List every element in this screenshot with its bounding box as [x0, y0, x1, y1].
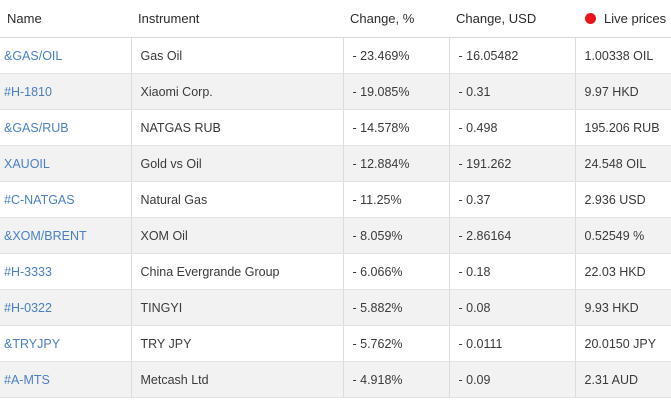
symbol-link[interactable]: #C-NATGAS — [4, 192, 75, 207]
change-usd-cell: - 0.37 — [448, 181, 575, 218]
price-cell: 0.52549 % — [574, 217, 671, 254]
table-row: #H-3333 China Evergrande Group - 6.066% … — [0, 253, 671, 290]
symbol-cell: &GAS/RUB — [0, 109, 131, 146]
change-usd-cell: - 0.498 — [448, 109, 575, 146]
symbol-link[interactable]: #A-MTS — [4, 372, 50, 387]
change-pct-cell: - 6.066% — [342, 253, 449, 290]
symbol-cell: #H-3333 — [0, 253, 131, 290]
change-usd-cell: - 191.262 — [448, 145, 575, 182]
change-usd-cell: - 0.18 — [448, 253, 575, 290]
price-cell: 22.03 HKD — [574, 253, 671, 290]
symbol-cell: XAUOIL — [0, 145, 131, 182]
change-pct-cell: - 12.884% — [342, 145, 449, 182]
table-row: &GAS/RUB NATGAS RUB - 14.578% - 0.498 19… — [0, 109, 671, 146]
instrument-cell: Natural Gas — [130, 181, 343, 218]
header-change-pct[interactable]: Change, % — [343, 0, 449, 38]
instrument-cell: Gold vs Oil — [130, 145, 343, 182]
symbol-cell: #A-MTS — [0, 361, 131, 398]
header-instrument[interactable]: Instrument — [131, 0, 343, 38]
table-row: #H-1810 Xiaomi Corp. - 19.085% - 0.31 9.… — [0, 73, 671, 110]
change-pct-cell: - 4.918% — [342, 361, 449, 398]
instrument-cell: Metcash Ltd — [130, 361, 343, 398]
change-usd-cell: - 2.86164 — [448, 217, 575, 254]
header-name[interactable]: Name — [0, 0, 131, 38]
symbol-link[interactable]: &TRYJPY — [4, 336, 61, 351]
change-pct-cell: - 23.469% — [342, 37, 449, 74]
symbol-link[interactable]: &GAS/OIL — [4, 48, 63, 63]
instrument-cell: NATGAS RUB — [130, 109, 343, 146]
instrument-cell: TINGYI — [130, 289, 343, 326]
change-usd-cell: - 0.31 — [448, 73, 575, 110]
change-pct-cell: - 5.882% — [342, 289, 449, 326]
symbol-link[interactable]: #H-0322 — [4, 300, 52, 315]
table-row: #H-0322 TINGYI - 5.882% - 0.08 9.93 HKD — [0, 289, 671, 326]
change-pct-cell: - 8.059% — [342, 217, 449, 254]
instrument-cell: China Evergrande Group — [130, 253, 343, 290]
symbol-link[interactable]: &GAS/RUB — [4, 120, 69, 135]
change-usd-cell: - 0.0111 — [448, 325, 575, 362]
symbol-cell: &GAS/OIL — [0, 37, 131, 74]
live-prices-label: Live prices — [604, 11, 667, 26]
price-cell: 195.206 RUB — [574, 109, 671, 146]
symbol-link[interactable]: #H-1810 — [4, 84, 52, 99]
table-row: &GAS/OIL Gas Oil - 23.469% - 16.05482 1.… — [0, 37, 671, 74]
change-usd-cell: - 0.08 — [448, 289, 575, 326]
symbol-link[interactable]: XAUOIL — [4, 156, 50, 171]
change-usd-cell: - 16.05482 — [448, 37, 575, 74]
symbol-cell: &TRYJPY — [0, 325, 131, 362]
instrument-cell: XOM Oil — [130, 217, 343, 254]
price-cell: 2.31 AUD — [574, 361, 671, 398]
instrument-cell: Xiaomi Corp. — [130, 73, 343, 110]
symbol-link[interactable]: #H-3333 — [4, 264, 52, 279]
change-usd-cell: - 0.09 — [448, 361, 575, 398]
header-row: Name Instrument Change, % Change, USD Li… — [0, 0, 671, 38]
change-pct-cell: - 11.25% — [342, 181, 449, 218]
price-cell: 2.936 USD — [574, 181, 671, 218]
symbol-cell: #C-NATGAS — [0, 181, 131, 218]
price-cell: 20.0150 JPY — [574, 325, 671, 362]
change-pct-cell: - 5.762% — [342, 325, 449, 362]
price-cell: 9.97 HKD — [574, 73, 671, 110]
symbol-cell: &XOM/BRENT — [0, 217, 131, 254]
table-row: XAUOIL Gold vs Oil - 12.884% - 191.262 2… — [0, 145, 671, 182]
header-change-usd[interactable]: Change, USD — [449, 0, 575, 38]
price-cell: 9.93 HKD — [574, 289, 671, 326]
symbol-cell: #H-1810 — [0, 73, 131, 110]
live-indicator-icon — [585, 13, 596, 24]
price-cell: 1.00338 OIL — [574, 37, 671, 74]
table-row: &XOM/BRENT XOM Oil - 8.059% - 2.86164 0.… — [0, 217, 671, 254]
instrument-cell: Gas Oil — [130, 37, 343, 74]
table-row: #A-MTS Metcash Ltd - 4.918% - 0.09 2.31 … — [0, 361, 671, 398]
change-pct-cell: - 14.578% — [342, 109, 449, 146]
table-row: #C-NATGAS Natural Gas - 11.25% - 0.37 2.… — [0, 181, 671, 218]
symbol-link[interactable]: &XOM/BRENT — [4, 228, 87, 243]
instrument-cell: TRY JPY — [130, 325, 343, 362]
price-cell: 24.548 OIL — [574, 145, 671, 182]
header-live-prices: Live prices — [575, 0, 671, 38]
table-row: &TRYJPY TRY JPY - 5.762% - 0.0111 20.015… — [0, 325, 671, 362]
table-header: Name Instrument Change, % Change, USD Li… — [0, 0, 671, 38]
change-pct-cell: - 19.085% — [342, 73, 449, 110]
symbol-cell: #H-0322 — [0, 289, 131, 326]
table-body: &GAS/OIL Gas Oil - 23.469% - 16.05482 1.… — [0, 37, 671, 398]
